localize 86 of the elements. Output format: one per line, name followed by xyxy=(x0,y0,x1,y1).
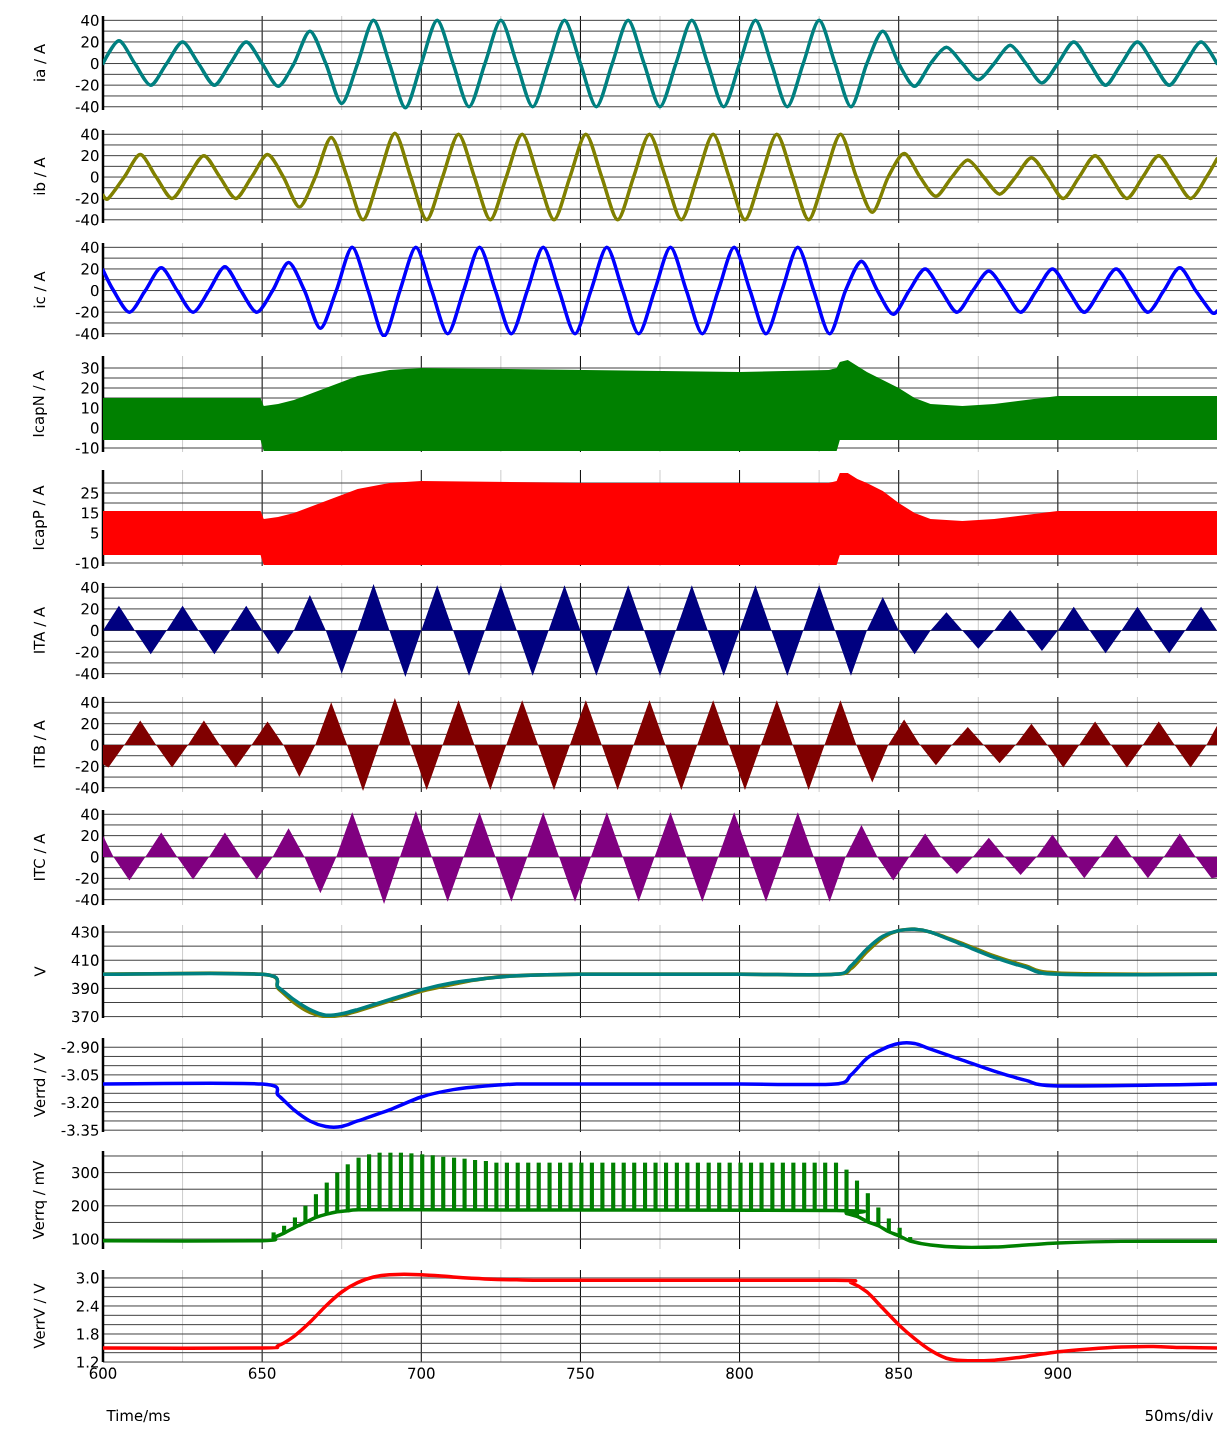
y-tick-label: 20 xyxy=(81,263,99,275)
y-tick-label: -2.90 xyxy=(61,1041,99,1053)
x-tick-label: 900 xyxy=(1044,1367,1072,1379)
y-axis-title: ITC / A xyxy=(33,833,47,880)
y-axis-title: ic / A xyxy=(33,271,47,308)
y-tick-label: 430 xyxy=(71,926,99,938)
y-axis-title: IcapN / A xyxy=(32,370,47,437)
x-tick-label: 800 xyxy=(726,1367,753,1379)
y-tick-label: 40 xyxy=(81,696,99,708)
y-tick-label: 20 xyxy=(81,150,99,162)
y-tick-label: 20 xyxy=(81,603,99,615)
y-tick-label: 40 xyxy=(81,808,99,820)
y-tick-label: -3.35 xyxy=(61,1124,99,1136)
y-tick-label: 30 xyxy=(81,362,99,374)
x-tick-label: 600 xyxy=(89,1367,117,1379)
y-axis-title: ITA / A xyxy=(33,606,47,653)
y-tick-label: 1.2 xyxy=(77,1356,98,1368)
y-tick-label: 40 xyxy=(81,241,99,253)
y-tick-label: -40 xyxy=(75,214,99,226)
y-tick-label: 0 xyxy=(90,851,99,863)
y-tick-label: 370 xyxy=(72,1010,99,1023)
y-tick-label: -20 xyxy=(75,646,99,658)
y-tick-label: 20 xyxy=(81,36,99,48)
y-tick-label: -10 xyxy=(75,557,99,569)
y-tick-label: -20 xyxy=(75,872,99,884)
y-tick-label: 0 xyxy=(90,171,99,183)
y-tick-label: 15 xyxy=(82,507,99,519)
y-tick-label: 5 xyxy=(91,527,99,539)
y-tick-label: 2.4 xyxy=(76,1300,99,1312)
y-tick-label: 40 xyxy=(81,14,99,26)
y-tick-label: 20 xyxy=(81,382,99,394)
line-series xyxy=(103,18,1217,110)
x-tick-label: 750 xyxy=(567,1367,594,1379)
y-tick-label: -20 xyxy=(75,306,99,318)
bar xyxy=(292,1217,297,1228)
y-tick-label: -40 xyxy=(75,328,99,340)
y-tick-label: -40 xyxy=(75,782,99,794)
y-tick-label: 0 xyxy=(90,284,99,297)
y-axis-title: ia / A xyxy=(33,44,47,81)
line-series xyxy=(103,245,1217,337)
y-tick-label: -3.05 xyxy=(61,1069,99,1081)
y-tick-label: 100 xyxy=(72,1233,99,1245)
y-tick-label: 25 xyxy=(81,487,99,499)
line-series xyxy=(103,131,1217,222)
x-tick-label: 650 xyxy=(248,1367,276,1379)
y-tick-label: 40 xyxy=(81,581,99,593)
bar xyxy=(282,1225,287,1234)
y-axis-title: Verrd / V xyxy=(33,1053,47,1118)
y-tick-label: 410 xyxy=(71,954,99,966)
y-tick-label: -20 xyxy=(75,192,99,205)
y-axis-title: V xyxy=(34,966,46,977)
y-tick-label: 3.0 xyxy=(76,1272,99,1284)
y-tick-label: -40 xyxy=(75,101,99,113)
y-axis-title: IcapP / A xyxy=(32,485,47,550)
text: 50ms/div xyxy=(1145,1409,1214,1423)
y-tick-label: 20 xyxy=(81,718,99,730)
line-series xyxy=(103,1272,1217,1363)
y-tick-label: -40 xyxy=(75,894,99,906)
x-tick-label: 850 xyxy=(885,1367,912,1379)
y-tick-label: 0 xyxy=(90,739,99,751)
y-tick-label: -20 xyxy=(75,79,99,91)
y-tick-label: 1.8 xyxy=(77,1328,99,1340)
y-tick-label: 200 xyxy=(72,1200,99,1212)
line-series xyxy=(103,1041,1217,1129)
y-tick-label: -10 xyxy=(75,442,99,454)
y-axis-title: Verrq / mV xyxy=(32,1160,47,1240)
y-tick-label: 20 xyxy=(81,829,99,842)
bar xyxy=(271,1232,276,1238)
y-tick-label: 0 xyxy=(90,422,99,434)
y-axis-title: VerrV / V xyxy=(33,1283,47,1349)
y-axis-title: ITB / A xyxy=(33,720,47,768)
x-axis-title: Time/ms xyxy=(106,1409,170,1423)
y-tick-label: 390 xyxy=(72,982,99,995)
bar xyxy=(908,1237,913,1242)
bar xyxy=(886,1218,891,1232)
y-tick-label: 10 xyxy=(82,402,99,414)
y-tick-label: -3.20 xyxy=(61,1096,99,1109)
y-tick-label: 0 xyxy=(90,57,99,70)
y-tick-label: 300 xyxy=(72,1166,99,1179)
y-tick-label: -20 xyxy=(75,760,99,773)
y-tick-label: -40 xyxy=(75,668,99,680)
x-tick-label: 700 xyxy=(408,1367,435,1379)
y-tick-label: 0 xyxy=(90,624,99,637)
y-tick-label: 40 xyxy=(81,128,99,140)
bar xyxy=(897,1227,902,1237)
y-axis-title: ib / A xyxy=(33,157,47,195)
